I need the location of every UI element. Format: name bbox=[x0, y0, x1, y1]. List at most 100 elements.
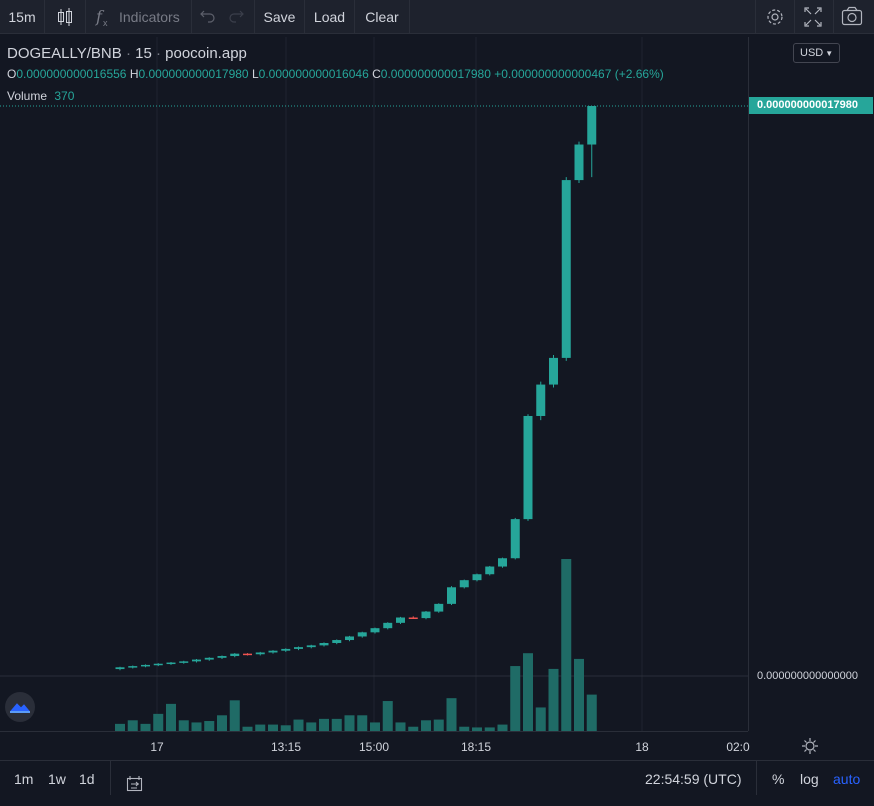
symbol-interval: 15 bbox=[135, 45, 152, 62]
indicators-button[interactable]: f x Indicators bbox=[86, 0, 191, 34]
candle-body bbox=[574, 144, 584, 181]
last-price-tag: 0.000000000017980 bbox=[749, 97, 873, 114]
volume-label[interactable]: Volume bbox=[7, 89, 48, 103]
settings-button[interactable] bbox=[760, 0, 790, 34]
toolbar-divider bbox=[755, 0, 756, 34]
low-value: 0.000000000016046 bbox=[258, 67, 369, 81]
fullscreen-button[interactable] bbox=[798, 0, 828, 34]
time-label: 13:15 bbox=[270, 740, 302, 754]
top-toolbar: 15m f x Indicators Save Load Clear bbox=[0, 0, 874, 34]
volume-bar bbox=[319, 718, 329, 731]
candle-body bbox=[217, 656, 227, 658]
calendar-arrows-icon bbox=[126, 776, 143, 792]
toolbar-divider bbox=[794, 0, 795, 34]
candles-icon bbox=[58, 8, 72, 26]
volume-bar bbox=[561, 559, 572, 731]
save-button[interactable]: Save bbox=[263, 9, 296, 25]
redo-icon bbox=[229, 10, 244, 23]
volume-value: 370 bbox=[54, 89, 75, 103]
volume-bar bbox=[523, 653, 533, 731]
function-icon: f bbox=[96, 7, 102, 26]
volume-bar bbox=[344, 715, 355, 731]
candle-body bbox=[179, 661, 189, 663]
candle-body bbox=[523, 415, 533, 520]
volume-bar bbox=[229, 700, 240, 731]
volume-bar bbox=[535, 707, 546, 731]
goto-date-button[interactable] bbox=[124, 770, 146, 792]
volume-bar bbox=[293, 719, 304, 731]
load-button[interactable]: Load bbox=[313, 9, 346, 25]
range-1w-button[interactable]: 1w bbox=[48, 771, 66, 787]
price-axis-zero-label: 0.000000000000000 bbox=[757, 670, 858, 682]
volume-bar bbox=[204, 721, 215, 731]
time-label: 18:15 bbox=[460, 740, 492, 754]
log-scale-toggle[interactable]: log bbox=[800, 771, 819, 787]
sun-settings-icon bbox=[802, 738, 818, 754]
volume-bar bbox=[433, 719, 444, 731]
close-value: 0.000000000017980 bbox=[380, 67, 491, 81]
volume-bar bbox=[140, 723, 151, 731]
volume-bar bbox=[268, 724, 278, 731]
toolbar-divider bbox=[191, 0, 192, 34]
candle-body bbox=[332, 640, 342, 643]
toolbar-divider bbox=[44, 0, 45, 34]
time-axis[interactable]: 17 13:15 15:00 18:15 18 02:0 bbox=[0, 731, 750, 760]
candle-body bbox=[498, 558, 507, 567]
price-chart[interactable] bbox=[0, 37, 748, 731]
candle-body bbox=[587, 106, 597, 145]
toolbar-divider bbox=[354, 0, 355, 34]
chart-grid bbox=[0, 37, 748, 731]
candle-body bbox=[561, 180, 571, 358]
open-value: 0.000000000016556 bbox=[16, 67, 127, 81]
toolbar-divider bbox=[254, 0, 255, 34]
candle-body bbox=[204, 657, 214, 660]
auto-scale-toggle[interactable]: auto bbox=[833, 771, 861, 787]
volume-bar bbox=[421, 720, 431, 731]
symbol-source: poocoin.app bbox=[165, 45, 247, 62]
range-1m-button[interactable]: 1m bbox=[14, 771, 34, 787]
toolbar-divider bbox=[110, 761, 111, 795]
candle-body bbox=[370, 628, 380, 633]
redo-button[interactable] bbox=[224, 0, 248, 34]
candle-body bbox=[230, 653, 240, 657]
clear-button[interactable]: Clear bbox=[365, 9, 399, 25]
volume-bar bbox=[382, 701, 393, 731]
interval-button[interactable]: 15m bbox=[8, 9, 36, 25]
candle-body bbox=[153, 663, 163, 666]
price-axis[interactable]: USD ▼ 0.000000000017980 0.000000000000000 bbox=[748, 37, 874, 731]
toolbar-divider bbox=[833, 0, 834, 34]
volume-bar bbox=[472, 727, 482, 731]
volume-bar bbox=[574, 658, 584, 731]
volume-bar bbox=[280, 725, 291, 731]
candle-body bbox=[192, 659, 201, 662]
range-1d-button[interactable]: 1d bbox=[79, 771, 95, 787]
currency-selector[interactable]: USD ▼ bbox=[793, 43, 841, 63]
volume-bar bbox=[153, 713, 164, 731]
clock-display: 22:54:59 (UTC) bbox=[645, 771, 742, 787]
candle-body bbox=[510, 519, 520, 559]
axis-settings-button[interactable] bbox=[800, 737, 820, 758]
candle-body bbox=[306, 645, 316, 648]
function-icon-sub: x bbox=[103, 18, 108, 28]
volume-bar bbox=[510, 666, 521, 731]
candle-body bbox=[294, 647, 303, 649]
chevron-down-icon: ▼ bbox=[825, 49, 834, 58]
volume-bar bbox=[446, 698, 457, 731]
volume-bar bbox=[459, 726, 470, 731]
chart-type-button[interactable] bbox=[45, 0, 85, 34]
candle-body bbox=[141, 664, 150, 667]
undo-icon bbox=[200, 10, 215, 23]
volume-bar bbox=[217, 715, 227, 731]
screenshot-button[interactable] bbox=[837, 0, 867, 34]
candle-body bbox=[536, 384, 546, 416]
tradingview-logo[interactable] bbox=[5, 692, 35, 722]
symbol-name[interactable]: DOGEALLY/BNB bbox=[7, 45, 122, 62]
candle-body bbox=[319, 642, 329, 646]
volume-bar bbox=[242, 726, 253, 731]
volume-bar bbox=[331, 718, 342, 731]
undo-button[interactable] bbox=[196, 0, 220, 34]
candle-body bbox=[345, 636, 354, 641]
time-label: 17 bbox=[150, 740, 164, 754]
percent-scale-toggle[interactable]: % bbox=[772, 771, 785, 787]
candle-body bbox=[281, 648, 291, 651]
